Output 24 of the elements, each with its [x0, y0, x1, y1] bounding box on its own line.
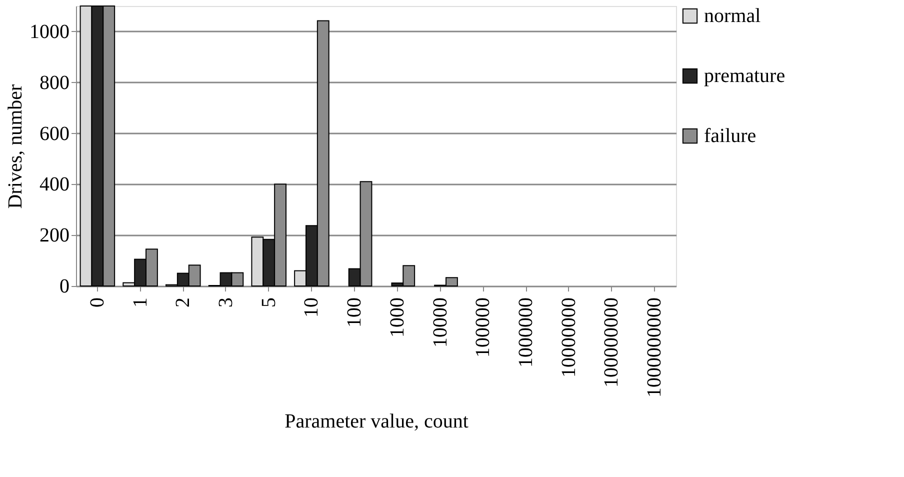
- x-tick-label: 100000000: [600, 298, 623, 388]
- y-tick-label: 800: [40, 72, 70, 94]
- y-tick-label: 200: [40, 224, 70, 247]
- x-tick-label: 100000: [472, 298, 494, 358]
- x-tick-label: 5: [258, 298, 280, 308]
- x-tick-label: 100: [344, 298, 366, 328]
- x-tick-label: 1000000: [515, 298, 537, 368]
- x-axis-title: Parameter value, count: [284, 410, 469, 432]
- x-tick-label: 1000000000: [644, 298, 666, 398]
- y-tick-label: 600: [40, 122, 70, 145]
- x-tick-label: 1: [129, 298, 152, 308]
- y-axis-title: Drives, number: [4, 84, 26, 209]
- y-tick-label: 400: [40, 174, 70, 196]
- legend-label: premature: [704, 65, 786, 87]
- x-tick-label: 10: [300, 298, 323, 318]
- x-tick-label: 1000: [386, 298, 408, 338]
- legend-label: normal: [704, 5, 762, 27]
- y-tick-label: 1000: [30, 20, 70, 43]
- x-tick-label: 10000: [429, 298, 452, 348]
- x-tick-label: 10000000: [558, 298, 580, 378]
- x-tick-label: 0: [86, 298, 108, 308]
- x-tick-label: 2: [172, 298, 194, 308]
- x-tick-label: 3: [215, 298, 237, 308]
- legend-label: failure: [704, 125, 756, 147]
